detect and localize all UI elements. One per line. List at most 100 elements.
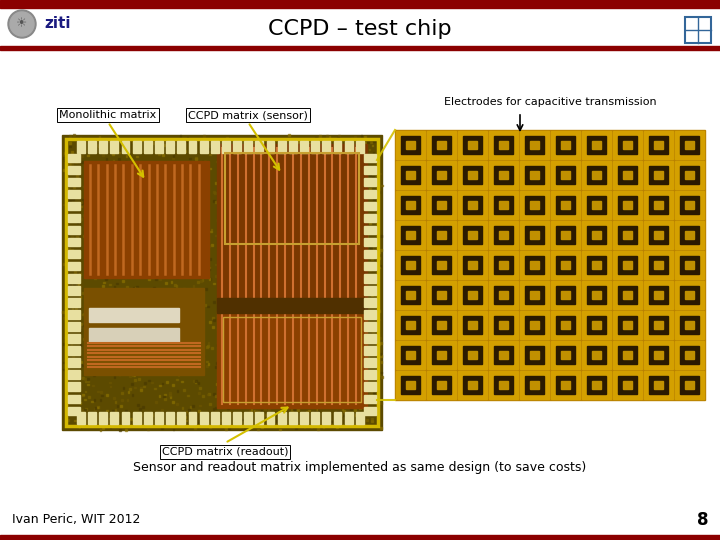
Bar (587, 376, 606, 394)
Point (155, 201, 166, 210)
Point (101, 406, 112, 415)
Bar (364, 202, 376, 210)
Bar (211, 141, 219, 153)
Bar (520, 131, 549, 159)
Point (243, 143, 254, 151)
Point (186, 219, 197, 228)
Point (315, 188, 326, 197)
Point (168, 347, 180, 355)
Point (264, 205, 276, 213)
Point (251, 190, 263, 199)
Point (349, 406, 361, 414)
Point (329, 296, 341, 305)
Point (315, 347, 327, 356)
Point (267, 180, 279, 188)
Point (262, 364, 274, 373)
Bar (437, 171, 446, 179)
Point (71, 233, 83, 241)
Point (310, 206, 322, 215)
Point (85, 201, 96, 210)
Point (225, 265, 236, 274)
Point (109, 205, 120, 214)
Point (332, 407, 343, 416)
Bar (217, 298, 367, 313)
Point (132, 183, 143, 192)
Point (197, 254, 209, 263)
Bar (680, 286, 699, 305)
Bar (437, 201, 446, 209)
Bar (462, 315, 482, 334)
Point (373, 315, 384, 324)
Point (367, 172, 379, 181)
Point (306, 313, 318, 322)
Point (256, 285, 267, 294)
Point (334, 414, 346, 423)
Bar (356, 412, 364, 424)
Point (255, 278, 266, 287)
Bar (311, 412, 319, 424)
Point (129, 371, 140, 380)
Point (336, 365, 348, 374)
Point (90, 165, 102, 173)
Point (287, 309, 299, 318)
Point (89, 371, 100, 380)
Bar (587, 315, 606, 334)
Point (296, 355, 307, 363)
Point (359, 180, 370, 188)
Bar (437, 291, 446, 299)
Point (203, 339, 215, 347)
Point (143, 324, 154, 333)
Point (109, 373, 120, 381)
Bar (223, 317, 361, 402)
Point (132, 349, 144, 357)
Bar (68, 346, 80, 355)
Bar (520, 221, 549, 249)
Point (343, 158, 355, 167)
Point (335, 179, 346, 187)
Point (309, 246, 320, 255)
Point (372, 396, 383, 404)
Circle shape (10, 12, 34, 36)
Bar (680, 346, 699, 365)
Point (298, 321, 310, 330)
Point (103, 137, 114, 145)
Point (298, 380, 310, 389)
Point (245, 357, 256, 366)
Point (120, 273, 131, 281)
Point (287, 377, 299, 386)
Point (358, 420, 369, 429)
Point (104, 298, 116, 307)
Point (243, 303, 254, 312)
Point (333, 208, 344, 217)
Point (122, 322, 134, 331)
Point (76, 214, 87, 223)
Point (137, 312, 148, 320)
Point (66, 298, 78, 306)
Bar (644, 281, 673, 309)
Point (120, 260, 131, 268)
Point (343, 395, 354, 403)
Point (58, 340, 69, 348)
Point (89, 325, 101, 334)
Point (220, 424, 232, 433)
Bar (256, 412, 264, 424)
Point (354, 352, 366, 361)
Point (341, 213, 353, 221)
Point (300, 219, 311, 227)
Point (172, 413, 184, 421)
Point (285, 329, 297, 338)
Circle shape (8, 10, 36, 38)
Point (289, 240, 300, 248)
Point (168, 152, 179, 160)
Point (194, 416, 206, 424)
Point (123, 388, 135, 396)
Point (251, 273, 263, 281)
Point (236, 361, 248, 370)
Point (300, 323, 312, 332)
Point (336, 210, 347, 219)
Point (191, 234, 202, 243)
Point (240, 417, 251, 426)
Point (300, 268, 312, 276)
Point (127, 179, 138, 188)
Point (60, 192, 71, 200)
